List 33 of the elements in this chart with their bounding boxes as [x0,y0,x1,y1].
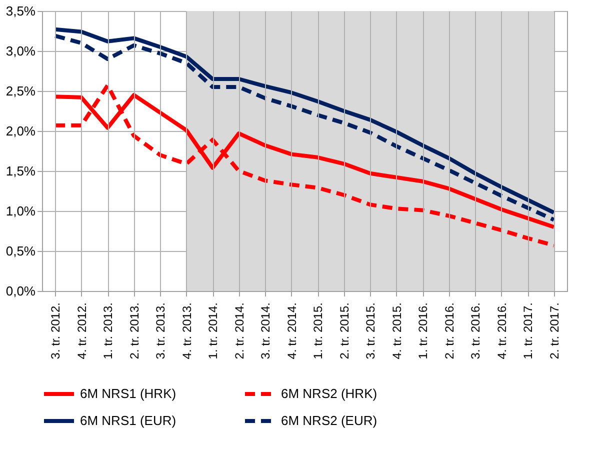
x-tick-label: 2. tr. 2013. [127,302,142,360]
line-series [53,83,556,248]
x-tick-label: 3. tr. 2013. [154,302,168,360]
x-tick-label: 3. tr. 2016. [468,302,483,360]
x-tick-label: 2. tr. 2014. [232,302,246,360]
x-tick-label: 2. tr. 2017. [547,302,562,360]
x-tick-label: 2. tr. 2015. [337,302,352,360]
y-tick-label: 3,5% [6,4,36,18]
y-tick-label: 0,5% [6,244,36,258]
x-tick-label: 2. tr. 2016. [442,302,456,360]
x-tick-label: 3. tr. 2014. [258,302,273,360]
legend-label: 6M NRS1 (HRK) [80,386,176,401]
y-tick-label: 2,0% [6,124,36,138]
y-tick-label: 3,0% [6,44,36,58]
y-tick-label: 1,0% [6,204,36,218]
x-tick-label: 1. tr. 2014. [206,302,220,360]
x-tick-label: 1. tr. 2015. [311,302,326,360]
y-tick-label: 0,0% [6,284,36,298]
x-tick-label: 4. tr. 2012. [74,302,89,360]
x-tick-label: 4. tr. 2016. [494,302,509,360]
legend-label: 6M NRS2 (HRK) [281,386,378,401]
x-tick-label: 4. tr. 2015. [390,302,404,360]
x-tick-label: 3. tr. 2015. [364,302,378,360]
legend-label: 6M NRS1 (EUR) [80,413,176,428]
y-tick-label: 2,5% [6,84,36,98]
x-tick-label: 4. tr. 2013. [180,302,194,360]
x-tick-label: 1. tr. 2013. [101,302,116,360]
legend-label: 6M NRS2 (EUR) [281,413,378,428]
x-tick-label: 1. tr. 2016. [416,302,430,360]
x-tick-label: 4. tr. 2014. [284,302,299,360]
x-tick-label: 1. tr. 2017. [521,302,536,360]
x-tick-label: 3. tr. 2012. [48,302,63,360]
y-tick-label: 1,5% [6,164,36,178]
